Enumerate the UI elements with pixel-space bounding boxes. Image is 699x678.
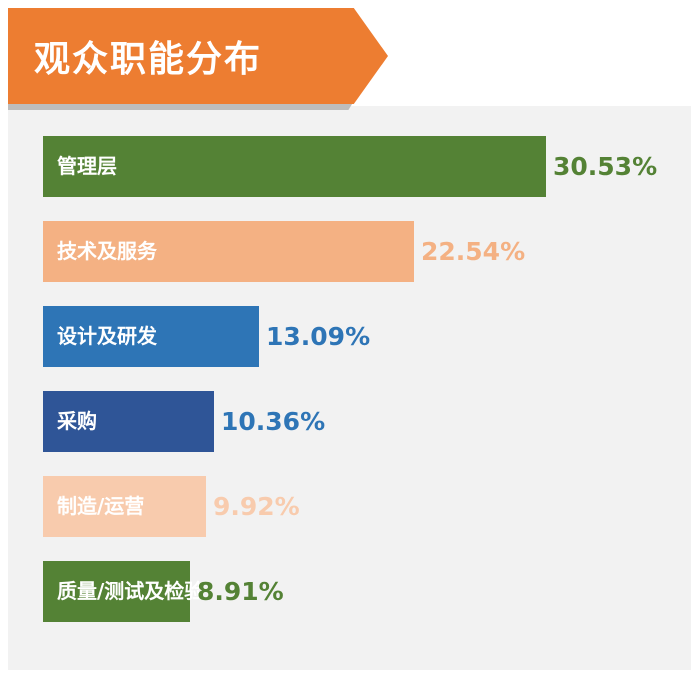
bar: 质量/测试及检验 8.91% — [43, 561, 284, 622]
bar-value-label: 13.09% — [266, 322, 371, 351]
bar-value-label: 9.92% — [213, 492, 300, 521]
bar-category-label: 采购 — [57, 409, 97, 433]
bar-value-label: 22.54% — [421, 237, 526, 266]
bar: 技术及服务 22.54% — [43, 221, 525, 282]
bar: 设计及研发 13.09% — [43, 306, 370, 367]
bar: 管理层 30.53% — [43, 136, 657, 197]
bar-category-label: 设计及研发 — [57, 324, 157, 348]
chart-title: 观众职能分布 — [34, 39, 263, 80]
bar-category-label: 技术及服务 — [57, 239, 157, 263]
bar-value-label: 8.91% — [197, 577, 284, 606]
bar: 制造/运营 9.92% — [43, 476, 300, 537]
bar-category-label: 管理层 — [57, 154, 117, 178]
bar-category-label: 质量/测试及检验 — [57, 579, 205, 603]
title-banner: 观众职能分布 — [8, 8, 388, 104]
bar-value-label: 30.53% — [553, 152, 658, 181]
bar-value-label: 10.36% — [221, 407, 326, 436]
bar-category-label: 制造/运营 — [57, 494, 145, 518]
bar: 采购 10.36% — [43, 391, 325, 452]
